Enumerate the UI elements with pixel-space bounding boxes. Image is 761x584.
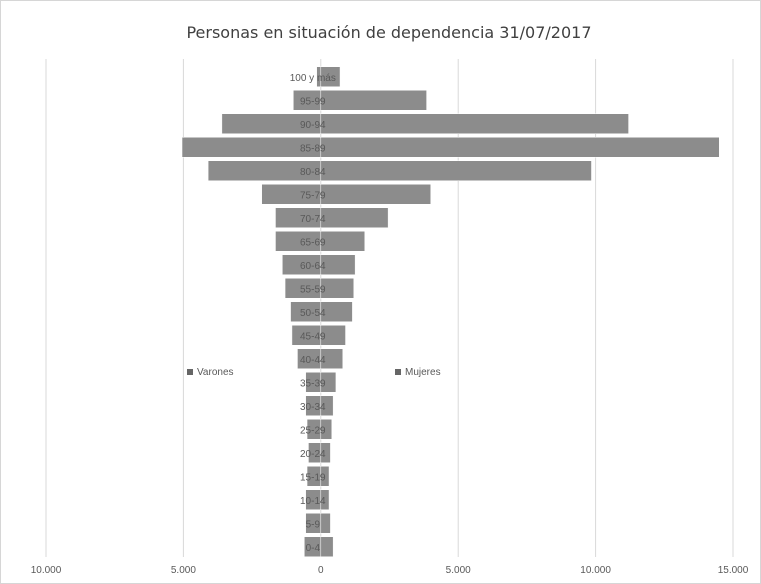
bar-mujeres	[320, 419, 333, 440]
category-label: 60-64	[300, 261, 326, 272]
legend-swatch-mujeres	[395, 369, 401, 375]
x-tick-label: 10.000	[31, 565, 62, 576]
bar-mujeres	[320, 301, 353, 322]
category-label: 40-44	[300, 355, 326, 366]
bar-mujeres	[320, 66, 341, 87]
category-label: 45-49	[300, 331, 326, 342]
category-label: 85-89	[300, 143, 326, 154]
bar-mujeres	[320, 231, 366, 252]
category-label: 10-14	[300, 496, 326, 507]
category-label: 65-69	[300, 237, 326, 248]
bar-mujeres	[320, 466, 330, 487]
category-label: 25-29	[300, 425, 326, 436]
legend: Varones Mujeres	[187, 367, 441, 378]
legend-label-mujeres: Mujeres	[405, 367, 441, 378]
category-label: 55-59	[300, 284, 326, 295]
bar-mujeres	[320, 489, 330, 510]
bar-mujeres	[320, 254, 356, 275]
category-label: 50-54	[300, 308, 326, 319]
x-tick-label: 0	[318, 565, 324, 576]
bar-mujeres	[320, 278, 355, 299]
chart-title: Personas en situación de dependencia 31/…	[186, 23, 591, 42]
x-tick-label: 5.000	[171, 565, 196, 576]
x-tick-label: 5.000	[446, 565, 471, 576]
category-label: 70-74	[300, 214, 326, 225]
bar-mujeres	[320, 113, 629, 134]
bar-mujeres	[320, 348, 344, 369]
category-label: 80-84	[300, 167, 326, 178]
category-label: 35-39	[300, 378, 326, 389]
category-label: 0-4	[306, 543, 321, 554]
category-label: 75-79	[300, 190, 326, 201]
bar-mujeres	[320, 395, 334, 416]
x-tick-label: 15.000	[718, 565, 749, 576]
bar-mujeres	[320, 372, 337, 393]
category-label: 100 y más	[290, 73, 336, 84]
bar-mujeres	[320, 137, 720, 158]
x-axis-ticks: 10.000 5.000 0 5.000 10.000 15.000	[31, 565, 749, 576]
category-label: 95-99	[300, 96, 326, 107]
legend-label-varones: Varones	[197, 367, 234, 378]
category-label: 5-9	[306, 519, 321, 530]
bar-mujeres	[320, 90, 427, 111]
bars	[181, 66, 720, 557]
bar-mujeres	[320, 207, 389, 228]
bar-mujeres	[320, 513, 331, 534]
bar-mujeres	[320, 160, 592, 181]
x-tick-label: 10.000	[580, 565, 611, 576]
category-label: 20-24	[300, 449, 326, 460]
bar-mujeres	[320, 442, 331, 463]
bar-mujeres	[320, 325, 346, 346]
category-label: 30-34	[300, 402, 326, 413]
category-label: 15-19	[300, 472, 326, 483]
category-label: 90-94	[300, 120, 326, 131]
bar-mujeres	[320, 184, 431, 205]
bar-mujeres	[320, 536, 334, 557]
legend-swatch-varones	[187, 369, 193, 375]
category-labels: 0-4 5-9 10-14 15-19 20-24 25-29 30-34 35-39 40-4…	[290, 73, 336, 554]
